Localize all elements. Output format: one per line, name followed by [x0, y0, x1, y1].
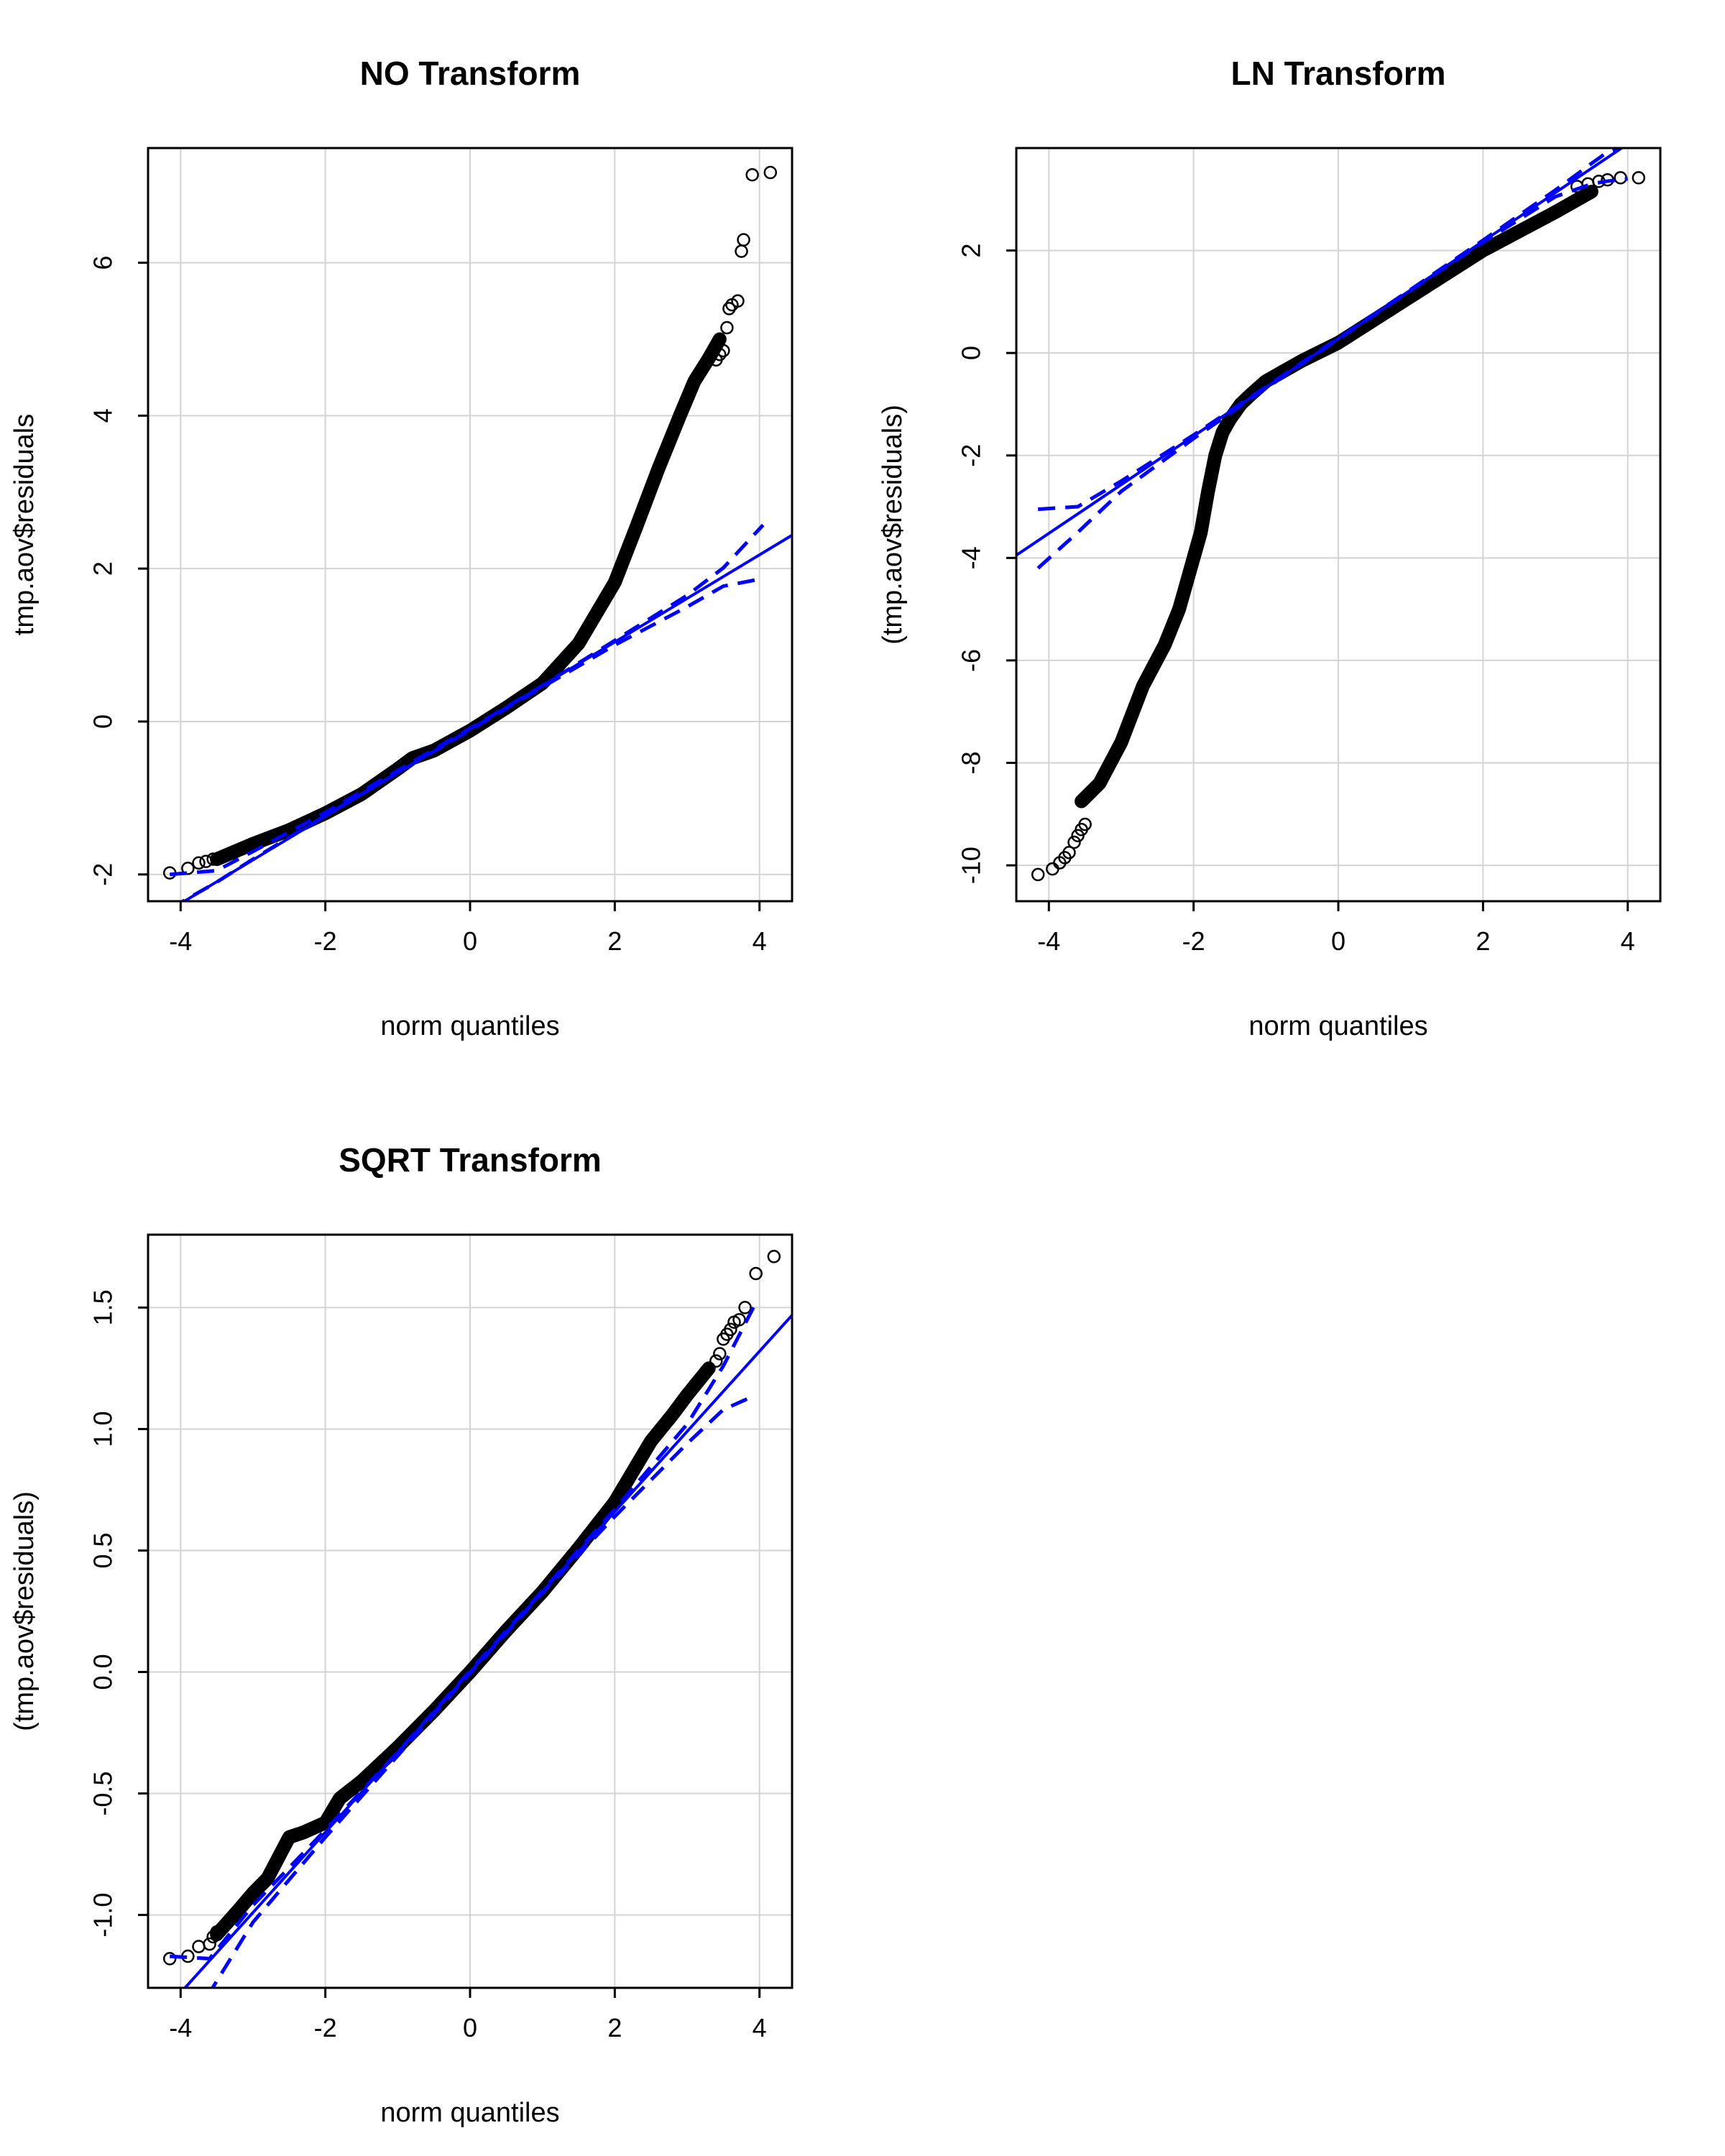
- qq-band-point: [1584, 185, 1598, 199]
- qq-point: [731, 294, 745, 308]
- y-tick-label: 0: [88, 714, 118, 729]
- panel-title: SQRT Transform: [339, 1141, 602, 1179]
- x-axis-label: norm quantiles: [380, 1011, 559, 1041]
- envelope-upper: [170, 1302, 758, 1961]
- qq-point: [709, 1354, 723, 1368]
- x-tick-label: 0: [463, 2013, 477, 2042]
- y-tick-label: 0: [957, 346, 986, 360]
- data-layer: [162, 165, 792, 901]
- y-axis-label: (tmp.aov$residuals): [878, 405, 908, 645]
- x-tick-label: 2: [607, 926, 622, 956]
- x-axis-label: norm quantiles: [380, 2098, 559, 2128]
- y-tick-label: 2: [88, 561, 118, 576]
- y-tick-label: -2: [88, 863, 118, 886]
- qq-point: [181, 861, 195, 875]
- y-tick-label: -2: [957, 444, 986, 467]
- x-tick-label: 2: [607, 2013, 622, 2042]
- x-axis: -4 -2 0 2 4: [169, 1986, 767, 2042]
- qq-point: [192, 856, 206, 870]
- qq-panel-2: LN Transform -4 -2 0 2 4 norm quantiles -10 -8 -6…: [878, 55, 1662, 1041]
- x-tick-label: 0: [463, 926, 477, 956]
- y-tick-label: -10: [957, 847, 986, 884]
- qq-point: [1067, 835, 1081, 849]
- qq-point: [1031, 867, 1045, 882]
- y-axis: -10 -8 -6 -4 -2 0 2: [957, 244, 1018, 884]
- envelope-lower: [1036, 177, 1628, 570]
- qq-band-point: [702, 1361, 716, 1376]
- qq-point: [203, 1937, 216, 1951]
- qq-point: [162, 1952, 177, 1966]
- qq-point: [206, 852, 220, 866]
- envelope-lower: [179, 576, 764, 901]
- y-axis-label: (tmp.aov$residuals): [9, 1491, 40, 1731]
- grid-lines: [148, 148, 792, 901]
- x-tick-label: -2: [314, 926, 337, 956]
- qq-point: [732, 1313, 746, 1327]
- x-tick-label: -4: [169, 2013, 192, 2042]
- panel-title: NO Transform: [360, 55, 581, 92]
- y-tick-label: 4: [88, 408, 118, 423]
- qq-point: [1078, 817, 1092, 831]
- data-layer: [1016, 148, 1646, 882]
- x-axis-label: norm quantiles: [1248, 1011, 1427, 1041]
- y-tick-label: 2: [957, 244, 986, 258]
- y-tick-label: 6: [88, 256, 118, 270]
- y-axis: -2 0 2 4 6: [88, 256, 150, 886]
- x-tick-label: -4: [169, 926, 192, 956]
- reference-line: [1016, 148, 1624, 557]
- qq-point: [199, 854, 213, 868]
- envelope-lower: [210, 1393, 757, 1988]
- qq-point: [722, 302, 736, 315]
- x-axis: -4 -2 0 2 4: [1037, 900, 1635, 956]
- envelope-upper: [169, 523, 765, 877]
- qq-point: [218, 848, 232, 862]
- qq-point: [713, 348, 727, 361]
- qq-point: [717, 344, 730, 358]
- qq-point: [767, 1250, 781, 1263]
- qq-band-point: [712, 332, 727, 346]
- qq-point: [763, 165, 778, 180]
- x-tick-label: 4: [753, 2013, 767, 2042]
- qq-point: [1632, 171, 1646, 185]
- y-tick-label: -0.5: [88, 1772, 118, 1816]
- qq-point: [210, 1925, 224, 1939]
- y-tick-label: -8: [957, 752, 986, 775]
- y-tick-label: 0.5: [88, 1532, 118, 1568]
- qq-point: [720, 321, 734, 335]
- qq-point: [737, 233, 750, 247]
- y-tick-label: -6: [957, 649, 986, 672]
- x-tick-label: -2: [1182, 926, 1205, 956]
- y-axis-label: tmp.aov$residuals: [9, 414, 40, 635]
- qq-point: [738, 1301, 752, 1314]
- qq-point: [745, 167, 759, 182]
- x-axis: -4 -2 0 2 4: [169, 900, 767, 956]
- x-tick-label: -2: [314, 2013, 337, 2042]
- x-tick-label: -4: [1037, 926, 1060, 956]
- y-axis: -1.0 -0.5 0.0 0.5 1.0 1.5: [88, 1289, 150, 1938]
- x-tick-label: 2: [1476, 926, 1490, 956]
- qq-panel-1: NO Transform -4 -2 0 2 4 norm quantiles -2 0 2 4 6 t…: [9, 55, 794, 1041]
- y-tick-label: 1.5: [88, 1289, 118, 1325]
- y-tick-label: 1.0: [88, 1411, 118, 1447]
- y-tick-label: -4: [957, 546, 986, 569]
- qq-point: [749, 1266, 763, 1281]
- y-tick-label: 0.0: [88, 1654, 118, 1690]
- panel-title: LN Transform: [1230, 55, 1445, 92]
- x-tick-label: 4: [1621, 926, 1635, 956]
- qq-point: [1062, 846, 1076, 860]
- grid-lines: [1016, 148, 1660, 901]
- x-tick-label: 4: [753, 926, 767, 956]
- data-layer: [162, 1250, 792, 1988]
- qq-point: [713, 1347, 727, 1360]
- x-tick-label: 0: [1331, 926, 1346, 956]
- qq-point: [724, 1322, 737, 1337]
- y-tick-label: -1.0: [88, 1893, 118, 1938]
